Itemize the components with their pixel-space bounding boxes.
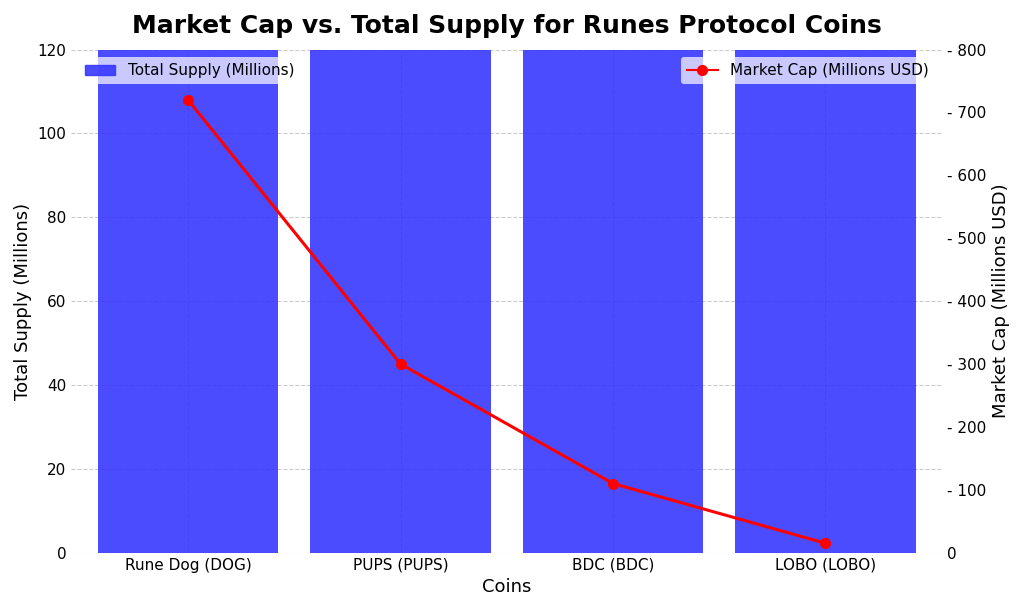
Bar [97, 49, 279, 553]
Bar [735, 49, 915, 553]
Y-axis label: Total Supply (Millions): Total Supply (Millions) [14, 203, 32, 400]
X-axis label: Coins: Coins [482, 578, 531, 596]
Legend: Total Supply (Millions): Total Supply (Millions) [79, 57, 300, 84]
Y-axis label: Market Cap (Millions USD): Market Cap (Millions USD) [992, 184, 1010, 418]
Bar [522, 49, 703, 553]
Legend: Market Cap (Millions USD): Market Cap (Millions USD) [681, 57, 935, 84]
Bar [310, 49, 490, 553]
Title: Market Cap vs. Total Supply for Runes Protocol Coins: Market Cap vs. Total Supply for Runes Pr… [132, 14, 882, 38]
